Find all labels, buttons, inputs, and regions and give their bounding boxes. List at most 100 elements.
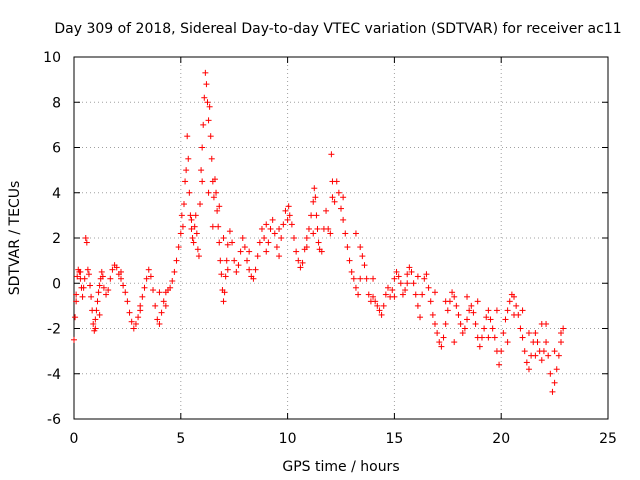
x-tick-label: 25 xyxy=(599,431,617,447)
data-point xyxy=(185,155,192,162)
data-point xyxy=(95,289,102,296)
data-point xyxy=(461,325,468,332)
data-point xyxy=(361,262,368,269)
data-point xyxy=(267,225,274,232)
data-point xyxy=(71,336,77,343)
data-point xyxy=(179,223,186,230)
data-point xyxy=(451,339,458,346)
data-point xyxy=(113,264,120,271)
data-point xyxy=(502,316,509,323)
data-point xyxy=(188,216,195,223)
data-point xyxy=(137,307,144,314)
data-point xyxy=(152,302,159,309)
data-point xyxy=(504,307,511,314)
data-point xyxy=(211,176,218,183)
data-point xyxy=(183,167,190,174)
data-point xyxy=(150,287,157,294)
y-tick-label: 4 xyxy=(52,186,61,202)
y-tick-label: 8 xyxy=(52,95,61,111)
data-point xyxy=(154,316,161,323)
data-point xyxy=(241,244,248,251)
data-point xyxy=(135,314,142,321)
data-point xyxy=(124,298,131,305)
data-point xyxy=(412,291,419,298)
data-point xyxy=(244,257,251,264)
data-point xyxy=(328,151,335,158)
x-tick-label: 5 xyxy=(176,431,185,447)
data-point xyxy=(100,284,107,291)
data-point xyxy=(184,133,191,140)
data-point xyxy=(489,325,496,332)
data-point xyxy=(96,282,103,289)
data-point xyxy=(83,239,90,246)
data-point xyxy=(487,316,494,323)
data-point xyxy=(455,311,462,318)
data-point xyxy=(278,235,285,241)
y-tick-label: -6 xyxy=(47,412,61,428)
data-point xyxy=(169,277,176,284)
data-point xyxy=(555,352,562,359)
data-point xyxy=(464,316,471,323)
data-point xyxy=(199,144,206,151)
data-point xyxy=(80,284,87,291)
data-point xyxy=(476,343,483,350)
y-axis-label: SDTVAR / TECUs xyxy=(7,181,23,296)
data-point xyxy=(485,334,492,341)
data-point xyxy=(190,239,197,246)
data-point xyxy=(449,289,456,296)
data-point xyxy=(263,221,270,228)
data-point xyxy=(182,178,189,185)
data-point xyxy=(310,198,317,205)
data-point xyxy=(285,203,292,210)
data-point xyxy=(171,268,178,275)
data-point xyxy=(313,212,320,219)
data-point xyxy=(500,330,507,337)
data-point xyxy=(414,302,421,309)
data-point xyxy=(186,189,193,196)
x-tick-label: 0 xyxy=(70,431,79,447)
data-point xyxy=(496,361,503,368)
data-point xyxy=(340,194,347,201)
data-point xyxy=(357,244,364,251)
data-point xyxy=(551,379,558,386)
data-point xyxy=(519,307,526,314)
data-point xyxy=(478,334,485,341)
data-point xyxy=(130,325,137,332)
data-point xyxy=(258,225,265,232)
grid-lines xyxy=(74,57,608,419)
data-point xyxy=(99,273,106,280)
data-point xyxy=(410,280,417,287)
data-point xyxy=(73,298,80,305)
y-tick-label: 10 xyxy=(43,50,61,66)
data-point xyxy=(194,246,201,253)
data-point xyxy=(308,212,315,219)
data-point xyxy=(276,225,283,232)
data-point xyxy=(126,309,133,316)
data-point xyxy=(466,307,473,314)
x-axis-label: GPS time / hours xyxy=(282,459,399,475)
data-point xyxy=(246,266,253,273)
data-point xyxy=(414,273,421,280)
data-point xyxy=(551,348,558,355)
data-point xyxy=(481,325,488,332)
data-point xyxy=(419,291,426,298)
data-point xyxy=(521,348,528,355)
data-point xyxy=(382,291,389,298)
data-point xyxy=(331,198,338,205)
data-point xyxy=(145,266,152,273)
data-point xyxy=(199,178,206,185)
data-point xyxy=(338,205,344,212)
data-point xyxy=(178,212,185,219)
data-point xyxy=(421,275,428,282)
data-point xyxy=(74,273,81,280)
data-point xyxy=(329,194,336,201)
data-point xyxy=(256,239,263,246)
data-point xyxy=(425,284,432,291)
data-point xyxy=(261,235,268,241)
data-point xyxy=(468,302,475,309)
data-point xyxy=(558,339,565,346)
data-point xyxy=(532,352,539,359)
data-point xyxy=(434,330,441,337)
data-point xyxy=(374,302,381,309)
data-point xyxy=(72,314,79,321)
